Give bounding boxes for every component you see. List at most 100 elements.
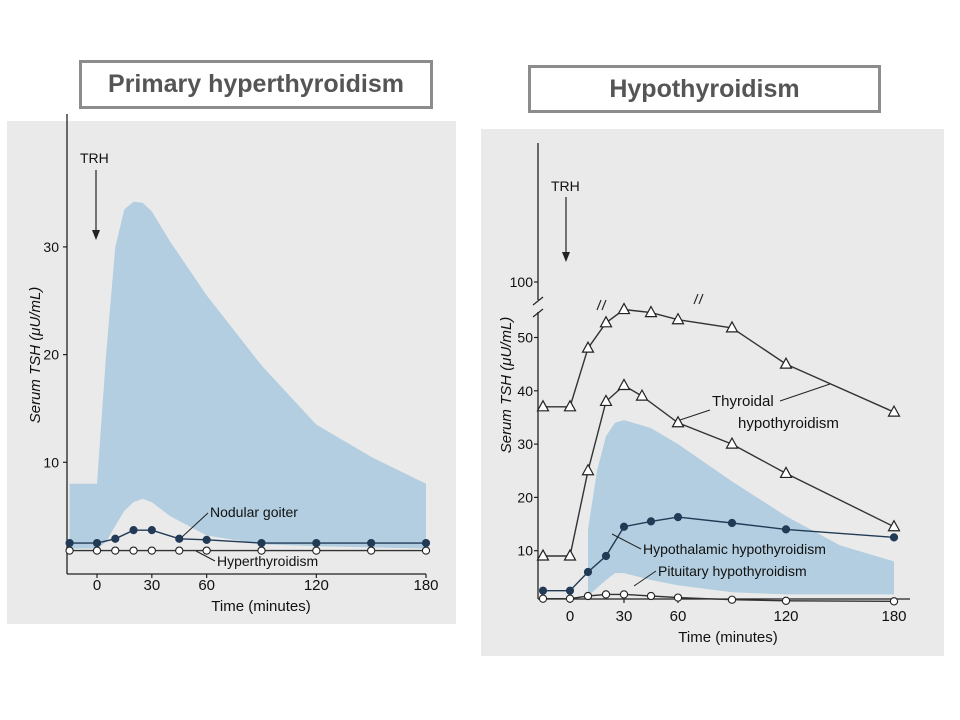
- data-point-nodular-goiter: [92, 538, 102, 548]
- data-point-hypothalamic-hypothyroidism: [673, 513, 683, 522]
- data-point-thyroidal-hypothyroidism: [599, 394, 613, 407]
- y-tick-label: 50: [517, 330, 533, 346]
- y-tick-label: 10: [517, 543, 533, 559]
- trh-annotation: TRH: [80, 150, 109, 166]
- series-line-thyroidal-hypothyroidism-1: [543, 384, 895, 557]
- chart-title-primary-hyperthyroidism: Primary hyperthyroidism: [79, 60, 433, 109]
- y-tick-label: 20: [43, 347, 59, 363]
- y-tick-label: 30: [517, 436, 533, 452]
- data-point-nodular-goiter: [175, 534, 184, 543]
- data-point-nodular-goiter: [257, 538, 266, 548]
- series-break-mark: [596, 299, 602, 311]
- y-axis-break-mark: [532, 308, 544, 318]
- chart-title-hypothyroidism: Hypothyroidism: [528, 65, 881, 113]
- data-point-nodular-goiter: [65, 538, 74, 548]
- data-point-hypothalamic-hypothyroidism: [601, 551, 611, 561]
- x-tick-label: 180: [413, 577, 438, 594]
- data-point-nodular-goiter: [202, 535, 211, 544]
- data-point-hypothalamic-hypothyroidism: [583, 567, 593, 577]
- label-leader: [679, 409, 711, 421]
- series-break-mark: [601, 299, 607, 311]
- y-axis-label: Serum TSH (μU/mL): [498, 317, 515, 454]
- y-tick-label: 10: [43, 454, 59, 470]
- label-leader: [195, 550, 216, 562]
- data-point-hyperthyroidism: [312, 546, 321, 555]
- x-tick-label: 0: [93, 577, 101, 594]
- x-axis-label: Time (minutes): [211, 598, 310, 615]
- data-point-hypothalamic-hypothyroidism: [646, 517, 656, 526]
- data-point-thyroidal-hypothyroidism: [671, 312, 685, 325]
- y-tick-label: 100: [510, 274, 534, 290]
- data-point-thyroidal-hypothyroidism: [779, 356, 793, 369]
- data-point-pituitary-hypothyroidism: [601, 590, 611, 599]
- data-point-thyroidal-hypothyroidism: [635, 388, 649, 401]
- x-axis-label: Time (minutes): [678, 629, 777, 646]
- data-point-hyperthyroidism: [421, 546, 431, 555]
- y-axis-break-mark: [532, 296, 544, 306]
- data-point-nodular-goiter: [111, 534, 120, 543]
- data-point-pituitary-hypothyroidism: [889, 597, 899, 606]
- y-tick-label: 30: [43, 239, 59, 255]
- data-point-pituitary-hypothyroidism: [781, 596, 791, 605]
- series-label-thyroidal-line1: Thyroidal: [712, 393, 774, 410]
- data-point-thyroidal-hypothyroidism: [581, 463, 595, 476]
- data-point-hypothalamic-hypothyroidism: [889, 533, 899, 542]
- data-point-thyroidal-hypothyroidism: [725, 320, 739, 333]
- data-point-hypothalamic-hypothyroidism: [565, 586, 575, 595]
- data-point-hyperthyroidism: [147, 546, 156, 555]
- x-tick-label: 60: [198, 577, 215, 594]
- trh-arrowhead: [562, 252, 570, 262]
- x-tick-label: 0: [566, 608, 574, 625]
- series-line-pituitary-hypothyroidism-3: [543, 593, 895, 602]
- data-point-thyroidal-hypothyroidism: [779, 466, 793, 479]
- data-point-hyperthyroidism: [202, 546, 211, 555]
- data-point-thyroidal-hypothyroidism: [581, 340, 595, 353]
- normal-range-band: [69, 201, 426, 549]
- data-point-hypothalamic-hypothyroidism: [727, 518, 737, 528]
- x-tick-label: 30: [616, 608, 633, 625]
- data-point-hyperthyroidism: [129, 546, 138, 555]
- data-point-nodular-goiter: [421, 538, 431, 548]
- data-point-pituitary-hypothyroidism: [619, 590, 629, 599]
- data-point-thyroidal-hypothyroidism: [536, 548, 550, 561]
- data-point-hyperthyroidism: [257, 546, 266, 555]
- data-point-pituitary-hypothyroidism: [565, 594, 575, 603]
- data-point-hyperthyroidism: [175, 546, 184, 555]
- data-point-thyroidal-hypothyroidism: [599, 315, 613, 328]
- data-point-thyroidal-hypothyroidism: [536, 399, 550, 412]
- x-tick-label: 30: [143, 577, 160, 594]
- series-label-hyperthyroidism: Hyperthyroidism: [217, 553, 318, 569]
- series-label-hypothalamic: Hypothalamic hypothyroidism: [643, 541, 826, 557]
- data-point-pituitary-hypothyroidism: [538, 594, 548, 603]
- data-point-thyroidal-hypothyroidism: [563, 548, 577, 561]
- data-point-thyroidal-hypothyroidism: [725, 436, 739, 449]
- x-tick-label: 60: [670, 608, 687, 625]
- data-point-hypothalamic-hypothyroidism: [781, 525, 791, 534]
- data-point-nodular-goiter: [367, 538, 376, 548]
- x-tick-label: 180: [881, 608, 906, 625]
- series-line-thyroidal-hypothyroidism-0: [543, 308, 895, 413]
- series-line-hypothalamic-hypothyroidism-2: [543, 516, 895, 592]
- series-label-thyroidal-line2: hypothyroidism: [738, 415, 839, 432]
- label-leader: [779, 383, 831, 402]
- series-break-mark: [693, 293, 699, 305]
- data-point-nodular-goiter: [129, 526, 138, 535]
- data-point-hypothalamic-hypothyroidism: [538, 586, 548, 595]
- data-point-nodular-goiter: [312, 538, 321, 548]
- data-point-thyroidal-hypothyroidism: [644, 305, 658, 318]
- data-point-thyroidal-hypothyroidism: [887, 519, 901, 532]
- label-leader: [611, 533, 642, 550]
- data-point-thyroidal-hypothyroidism: [671, 415, 685, 428]
- label-leader: [633, 570, 657, 587]
- data-point-thyroidal-hypothyroidism: [617, 302, 631, 315]
- data-point-hyperthyroidism: [111, 546, 120, 555]
- data-point-pituitary-hypothyroidism: [727, 595, 737, 604]
- y-axis-label: Serum TSH (μU/mL): [27, 287, 44, 424]
- data-point-thyroidal-hypothyroidism: [887, 404, 901, 417]
- trh-annotation: TRH: [551, 178, 580, 194]
- data-point-thyroidal-hypothyroidism: [617, 378, 631, 391]
- data-point-nodular-goiter: [147, 526, 156, 535]
- series-label-pituitary: Pituitary hypothyroidism: [658, 563, 807, 579]
- label-leader: [181, 512, 209, 538]
